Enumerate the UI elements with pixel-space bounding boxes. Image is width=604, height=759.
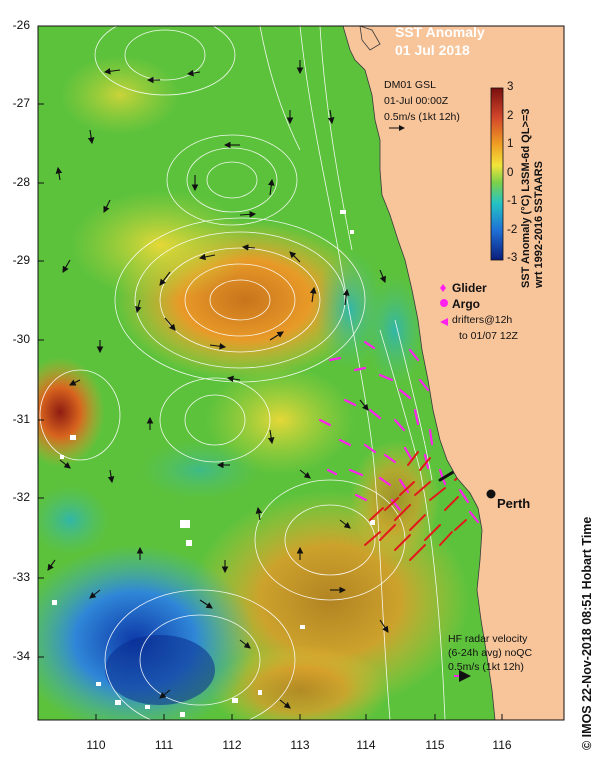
warm-anomaly-patch xyxy=(210,645,390,720)
colorbar-label-line-2: wrt 1992-2016 SSTAARS xyxy=(533,161,545,288)
hf-radar-line-3: 0.5m/s (1kt 12h) xyxy=(448,661,524,673)
map-title: SST Anomaly xyxy=(395,24,485,40)
y-tick-label: -33 xyxy=(12,570,30,584)
colorbar xyxy=(490,87,504,261)
cold-anomaly-patch xyxy=(105,635,215,705)
y-tick-label: -34 xyxy=(12,649,30,663)
cold-anomaly-patch xyxy=(38,485,110,555)
x-tick-label: 110 xyxy=(86,738,106,752)
cloud-gap-speckles xyxy=(52,210,375,717)
warm-anomaly-patch xyxy=(60,55,180,135)
x-tick-label: 112 xyxy=(222,738,242,752)
colorbar-tick: 1 xyxy=(507,138,514,150)
colorbar-tick: 0 xyxy=(507,167,514,179)
cold-anomaly-patch xyxy=(365,275,425,385)
axis-ticks xyxy=(38,25,503,720)
map-plot-area xyxy=(38,26,564,720)
colorbar-tick: 3 xyxy=(507,81,514,93)
y-tick-label: -27 xyxy=(12,96,30,110)
argo-symbol xyxy=(440,299,448,307)
colorbar-tick: 2 xyxy=(507,110,514,122)
colorbar-tick: -2 xyxy=(507,224,518,236)
y-tick-label: -26 xyxy=(12,18,30,32)
colorbar-label: SST Anomaly (°C) L3SM-6d QL>=3 wrt 1992-2… xyxy=(520,88,545,288)
hf-radar-line-2: (6-24h avg) noQC xyxy=(448,647,533,659)
y-tick-label: -28 xyxy=(12,175,30,189)
map-date: 01 Jul 2018 xyxy=(395,42,470,58)
plot-frame xyxy=(37,25,565,721)
x-tick-label: 111 xyxy=(154,738,174,752)
drifter-tracks xyxy=(318,340,480,524)
perth-marker xyxy=(486,489,496,499)
legend-argo-label: Argo xyxy=(452,297,480,311)
copyright-text: © IMOS 22-Nov-2018 08:51 Hobart Time xyxy=(580,516,594,750)
copyright-notice: © IMOS 22-Nov-2018 08:51 Hobart Time xyxy=(580,440,600,750)
legend-drifters-line-2: to 01/07 12Z xyxy=(459,330,518,342)
sea-level-contours xyxy=(39,26,446,720)
legend-drifters-line-1: drifters@12h xyxy=(452,314,513,326)
coastal-island xyxy=(359,26,381,51)
western-australia-land xyxy=(342,26,564,720)
x-tick-label: 113 xyxy=(290,738,310,752)
source-line-1: DM01 GSL xyxy=(384,79,436,91)
hf-radar-line-1: HF radar velocity xyxy=(448,633,528,645)
colorbar-tick: -1 xyxy=(507,195,518,207)
drifter-symbol xyxy=(440,318,448,326)
source-line-3: 0.5m/s (1kt 12h) xyxy=(384,111,460,123)
source-line-2: 01-Jul 00:00Z xyxy=(384,95,449,107)
legend-glider-label: Glider xyxy=(452,281,487,295)
y-tick-label: -31 xyxy=(12,412,30,426)
surface-velocity-arrows xyxy=(47,60,389,709)
x-tick-label: 116 xyxy=(492,738,512,752)
cold-anomaly-patch xyxy=(140,440,260,500)
colorbar-tick: -3 xyxy=(507,252,518,264)
y-tick-label: -29 xyxy=(12,253,30,267)
hf-radar-vectors xyxy=(364,451,467,561)
warm-anomaly-patch xyxy=(205,365,355,475)
x-tick-label: 115 xyxy=(425,738,445,752)
y-tick-label: -30 xyxy=(12,332,30,346)
glider-symbol xyxy=(440,284,446,292)
warm-anomaly-patch xyxy=(38,357,105,467)
y-tick-label: -32 xyxy=(12,490,30,504)
x-tick-label: 114 xyxy=(356,738,376,752)
colorbar-label-line-1: SST Anomaly (°C) L3SM-6d QL>=3 xyxy=(520,108,532,288)
perth-label: Perth xyxy=(497,496,531,511)
